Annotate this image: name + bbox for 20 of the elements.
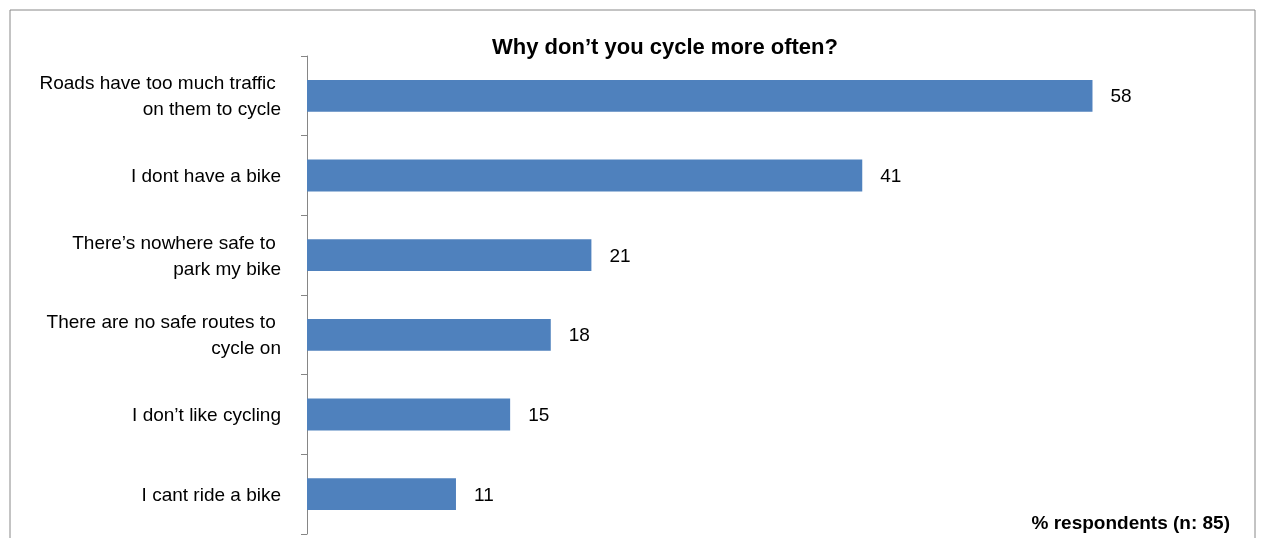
- y-tick-label: There are no safe routes to cycle on: [46, 311, 281, 359]
- data-label: 18: [568, 324, 590, 346]
- bar: [307, 398, 511, 431]
- y-tick-label: Roads have too much traffic on them to cycle: [39, 72, 281, 120]
- chart-title: Why don’t you cycle more often?: [492, 33, 838, 59]
- y-tick-label: I cant ride a bike: [141, 483, 281, 505]
- data-label: 41: [880, 165, 902, 186]
- data-label: 11: [473, 483, 494, 505]
- bar: [307, 478, 456, 511]
- data-label: 15: [528, 404, 550, 425]
- bar: [307, 159, 863, 192]
- y-tick-label: I dont have a bike: [131, 165, 281, 186]
- bar: [307, 79, 1093, 112]
- bar: [307, 239, 592, 272]
- annotation: % respondents (n: 85): [1031, 512, 1231, 533]
- bar: [307, 318, 551, 351]
- data-label: 21: [609, 244, 631, 266]
- y-tick-label: I don’t like cycling: [132, 404, 281, 425]
- data-label: 58: [1110, 85, 1132, 107]
- y-tick-label: There’s nowhere safe to park my bike: [72, 231, 281, 279]
